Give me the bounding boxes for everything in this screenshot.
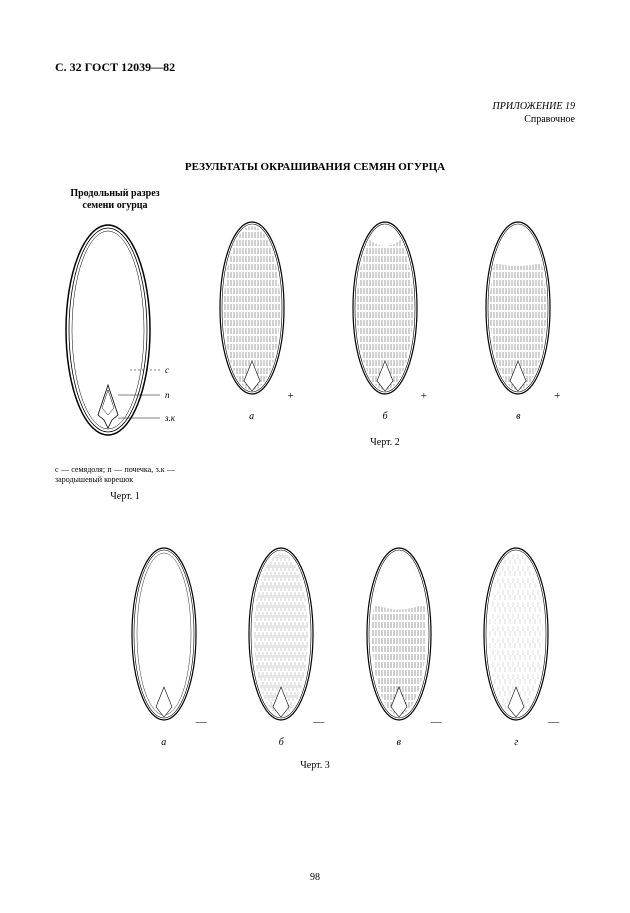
figure-1-seed: с п з.к — [55, 220, 195, 455]
fig2-seed-b: + б — [345, 216, 425, 422]
figure-1-column: Продольный разрез семени огурца с — [55, 188, 195, 502]
seed-diagram-labeled: с п з.к — [60, 220, 190, 450]
fig3-seed-g: — г — [477, 542, 555, 748]
sub-letter: а — [125, 737, 203, 748]
sign: — — [313, 716, 324, 728]
fig3-seed-v: — в — [360, 542, 438, 748]
seed-svg — [242, 542, 320, 727]
seed-svg — [360, 542, 438, 727]
page-number: 98 — [0, 872, 630, 883]
fig2-seed-a: + а — [212, 216, 292, 422]
figure-2-column: + а — [195, 188, 575, 448]
appendix-block: ПРИЛОЖЕНИЕ 19 Справочное — [55, 100, 575, 126]
sub-letter: в — [360, 737, 438, 748]
figure-1-caption: Черт. 1 — [55, 491, 195, 502]
sub-letter: г — [477, 737, 555, 748]
figure-1-subtitle: Продольный разрез семени огурца — [55, 188, 175, 212]
label-c: с — [165, 365, 169, 375]
main-title: РЕЗУЛЬТАТЫ ОКРАШИВАНИЯ СЕМЯН ОГУРЦА — [55, 161, 575, 173]
fig3-seed-b: — б — [242, 542, 320, 748]
sub-letter: б — [242, 737, 320, 748]
figure-2-caption: Черт. 2 — [195, 437, 575, 448]
seed-svg — [478, 216, 558, 401]
appendix-number: ПРИЛОЖЕНИЕ 19 — [55, 100, 575, 113]
sign: — — [431, 716, 442, 728]
sign: + — [554, 390, 560, 402]
sub-letter: б — [345, 411, 425, 422]
fig2-seed-v: + в — [478, 216, 558, 422]
sign: + — [421, 390, 427, 402]
seed-svg — [345, 216, 425, 401]
label-p: п — [165, 390, 170, 400]
label-zk: з.к — [164, 413, 176, 423]
figure-row-1: Продольный разрез семени огурца с — [55, 188, 575, 502]
sub-letter: в — [478, 411, 558, 422]
sign: — — [548, 716, 559, 728]
figure-1-legend: с — семядоля; п — почеч­ка, з.к — зароды… — [55, 465, 175, 486]
appendix-type: Справочное — [55, 113, 575, 126]
figure-3-block: — а — — [55, 542, 575, 771]
fig3-seed-a: — а — [125, 542, 203, 748]
sub-letter: а — [212, 411, 292, 422]
sign: — — [196, 716, 207, 728]
seed-svg — [125, 542, 203, 727]
figure-3-caption: Черт. 3 — [55, 760, 575, 771]
sign: + — [287, 390, 293, 402]
seed-svg — [477, 542, 555, 727]
page-header: С. 32 ГОСТ 12039—82 — [55, 60, 575, 75]
seed-svg — [212, 216, 292, 401]
